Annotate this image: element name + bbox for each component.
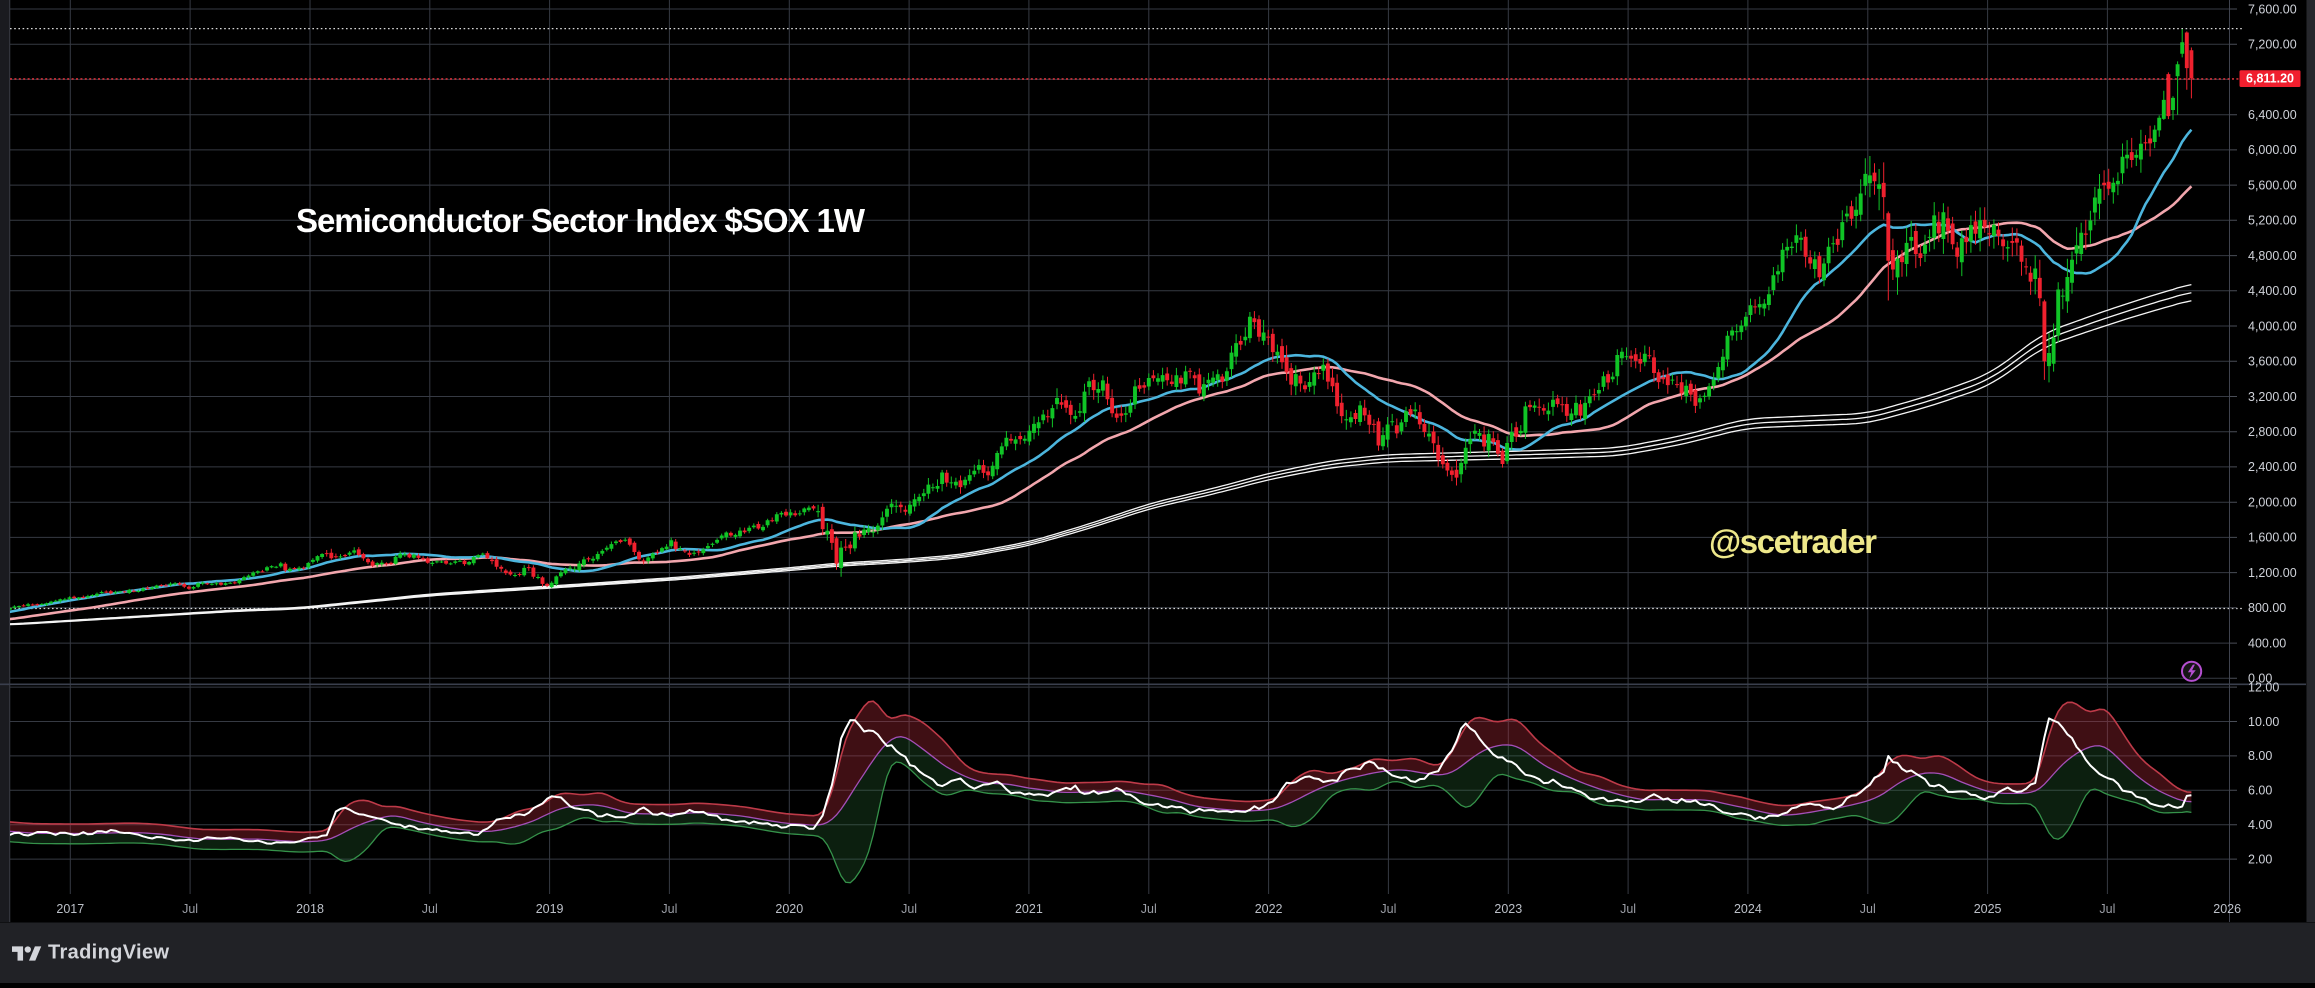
svg-text:2026: 2026 <box>2213 902 2241 916</box>
svg-text:400.00: 400.00 <box>2248 636 2286 650</box>
svg-text:2.00: 2.00 <box>2248 852 2272 866</box>
svg-text:Jul: Jul <box>1620 902 1636 916</box>
svg-text:Jul: Jul <box>182 902 198 916</box>
svg-text:12.00: 12.00 <box>2248 680 2279 694</box>
svg-text:800.00: 800.00 <box>2248 601 2286 615</box>
svg-text:Jul: Jul <box>1141 902 1157 916</box>
svg-text:10.00: 10.00 <box>2248 715 2279 729</box>
svg-text:2022: 2022 <box>1255 902 1283 916</box>
svg-text:Jul: Jul <box>661 902 677 916</box>
svg-text:@scetrader: @scetrader <box>1709 523 1877 560</box>
svg-text:7,200.00: 7,200.00 <box>2248 38 2297 52</box>
svg-text:2024: 2024 <box>1734 902 1762 916</box>
svg-text:2,000.00: 2,000.00 <box>2248 496 2297 510</box>
svg-text:Jul: Jul <box>1380 902 1396 916</box>
svg-text:4.00: 4.00 <box>2248 818 2272 832</box>
svg-text:3,600.00: 3,600.00 <box>2248 355 2297 369</box>
svg-text:3,200.00: 3,200.00 <box>2248 390 2297 404</box>
svg-text:6,000.00: 6,000.00 <box>2248 143 2297 157</box>
svg-text:TradingView: TradingView <box>48 942 169 964</box>
svg-text:4,000.00: 4,000.00 <box>2248 319 2297 333</box>
svg-text:Jul: Jul <box>422 902 438 916</box>
svg-text:1,200.00: 1,200.00 <box>2248 566 2297 580</box>
svg-text:6,811.20: 6,811.20 <box>2246 72 2294 86</box>
svg-text:2020: 2020 <box>775 902 803 916</box>
svg-text:2018: 2018 <box>296 902 324 916</box>
svg-text:2,400.00: 2,400.00 <box>2248 460 2297 474</box>
svg-text:2021: 2021 <box>1015 902 1043 916</box>
svg-text:1,600.00: 1,600.00 <box>2248 531 2297 545</box>
svg-text:4,400.00: 4,400.00 <box>2248 284 2297 298</box>
svg-text:8.00: 8.00 <box>2248 749 2272 763</box>
svg-text:Jul: Jul <box>2099 902 2115 916</box>
svg-text:7,600.00: 7,600.00 <box>2248 2 2297 16</box>
svg-text:Semiconductor Sector Index $SO: Semiconductor Sector Index $SOX 1W <box>296 202 866 239</box>
svg-text:2017: 2017 <box>56 902 84 916</box>
svg-text:2023: 2023 <box>1494 902 1522 916</box>
svg-text:2025: 2025 <box>1974 902 2002 916</box>
svg-text:4,800.00: 4,800.00 <box>2248 249 2297 263</box>
svg-text:5,200.00: 5,200.00 <box>2248 214 2297 228</box>
svg-text:6,400.00: 6,400.00 <box>2248 108 2297 122</box>
svg-text:6.00: 6.00 <box>2248 784 2272 798</box>
svg-text:5,600.00: 5,600.00 <box>2248 178 2297 192</box>
svg-text:Jul: Jul <box>1860 902 1876 916</box>
svg-text:2019: 2019 <box>536 902 564 916</box>
svg-text:2,800.00: 2,800.00 <box>2248 425 2297 439</box>
svg-text:Jul: Jul <box>901 902 917 916</box>
